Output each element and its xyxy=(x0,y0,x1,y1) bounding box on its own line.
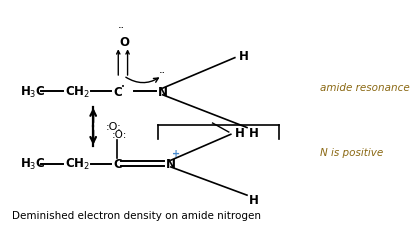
Text: Deminished electron density on amide nitrogen: Deminished electron density on amide nit… xyxy=(12,210,261,221)
Text: H: H xyxy=(239,50,249,63)
Text: CH$_2$: CH$_2$ xyxy=(65,85,90,100)
Text: C: C xyxy=(114,157,122,170)
Text: :O:: :O: xyxy=(112,130,127,140)
Text: amide resonance: amide resonance xyxy=(320,83,410,93)
Text: H: H xyxy=(249,126,259,139)
Text: +: + xyxy=(172,149,180,159)
Text: ¨: ¨ xyxy=(117,26,124,39)
Text: N: N xyxy=(166,157,176,170)
Text: ¨: ¨ xyxy=(159,71,165,84)
Text: H: H xyxy=(235,126,245,139)
Text: •: • xyxy=(121,83,125,90)
Text: CH$_2$: CH$_2$ xyxy=(65,156,90,171)
Text: O: O xyxy=(119,36,130,49)
Text: H: H xyxy=(249,193,259,206)
Text: N is positive: N is positive xyxy=(320,148,383,158)
Text: :O:: :O: xyxy=(105,122,121,132)
Text: H$_3$C: H$_3$C xyxy=(20,85,46,100)
Text: N: N xyxy=(158,86,168,98)
Text: H$_3$C: H$_3$C xyxy=(20,156,46,171)
Text: C: C xyxy=(114,86,122,98)
